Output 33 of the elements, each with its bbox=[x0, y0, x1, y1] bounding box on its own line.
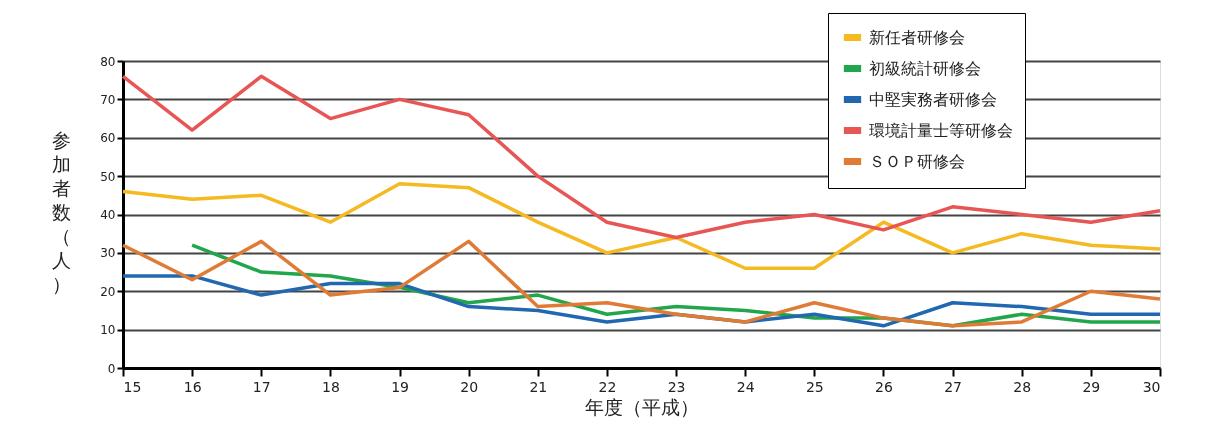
y-tick-label: 50 bbox=[100, 169, 116, 184]
x-axis-title: 年度（平成） bbox=[585, 395, 699, 418]
x-tick-label: 17 bbox=[252, 378, 271, 395]
y-tick-label: 30 bbox=[100, 246, 116, 261]
x-tick-label: 28 bbox=[1013, 378, 1032, 395]
x-tick-label: 26 bbox=[875, 378, 893, 395]
y-axis-title: 参加者数（人） bbox=[52, 128, 71, 295]
legend-label: ＳＯＰ研修会 bbox=[869, 151, 965, 171]
x-tick-label: 16 bbox=[183, 378, 202, 395]
x-tick-label: 19 bbox=[391, 378, 409, 395]
x-tick-label: 23 bbox=[667, 378, 686, 395]
x-tick-label: 29 bbox=[1082, 378, 1101, 395]
x-tick-label: 20 bbox=[460, 378, 479, 395]
y-tick-label: 60 bbox=[100, 131, 116, 146]
x-tick-label: 25 bbox=[805, 378, 824, 395]
y-tick-label: 20 bbox=[100, 284, 116, 299]
x-tick-label: 15 bbox=[123, 378, 142, 395]
legend-label: 中堅実務者研修会 bbox=[869, 89, 997, 109]
y-tick-label: 10 bbox=[100, 323, 116, 338]
y-tick-label: 40 bbox=[100, 208, 116, 222]
x-tick-label: 30 bbox=[1142, 378, 1161, 395]
x-tick-label: 21 bbox=[529, 378, 548, 395]
legend-label: 新任者研修会 bbox=[869, 27, 965, 47]
legend-label: 環境計量士等研修会 bbox=[869, 120, 1013, 140]
line-series bbox=[121, 182, 1162, 270]
legend-label: 初級統計研修会 bbox=[869, 58, 981, 78]
x-tick-label: 22 bbox=[598, 378, 617, 395]
y-tick-label: 70 bbox=[100, 92, 116, 107]
y-tick-label: 80 bbox=[100, 54, 116, 69]
x-tick-label: 24 bbox=[736, 378, 755, 395]
y-tick-label: 0 bbox=[107, 361, 116, 376]
x-tick-label: 27 bbox=[944, 378, 963, 395]
x-tick-label: 18 bbox=[321, 378, 340, 395]
